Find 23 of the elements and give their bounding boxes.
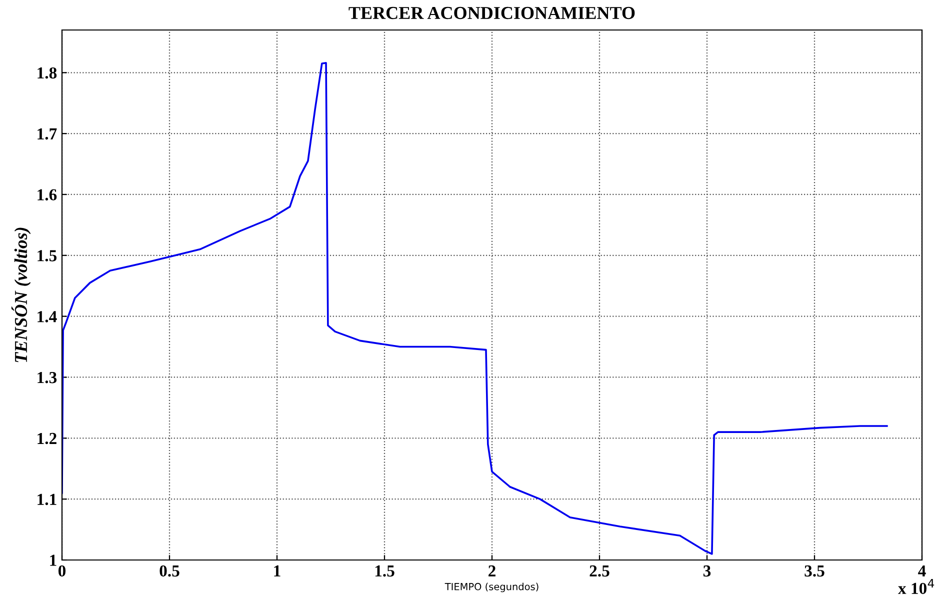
y-tick-label: 1 [50,554,56,566]
x-tick-label: 2.5 [590,565,610,577]
x-tick-label: 3.5 [804,565,824,577]
x-tick-label: 2 [488,565,496,576]
y-tick-label: 1.8 [38,67,57,79]
x-tick-label: 0 [58,565,66,577]
text: x 10$^{4}$ [898,579,934,594]
y-tick-label: 1.4 [38,311,57,322]
y-tick-label: 1.7 [38,128,57,140]
y-tick-label: 1.6 [38,189,57,200]
y-axis-title: TENSÓN (voltios) [11,228,31,362]
y-tick-label: 1.3 [38,372,57,384]
y-tick-label: 1.5 [38,250,57,262]
x-tick-label: 0.5 [160,565,180,577]
y-tick-label: 1.1 [38,494,56,506]
y-tick-label: 1.2 [38,432,56,444]
chart-title: TERCER ACONDICIONAMIENTO [348,6,635,20]
x-tick-label: 4 [918,565,926,576]
line-series [62,62,888,555]
x-axis-title: TIEMPO (segundos) [444,582,538,592]
x-tick-label: 3 [703,565,711,577]
x-tick-label: 1.5 [375,565,394,577]
x-tick-label: 1 [274,565,280,576]
